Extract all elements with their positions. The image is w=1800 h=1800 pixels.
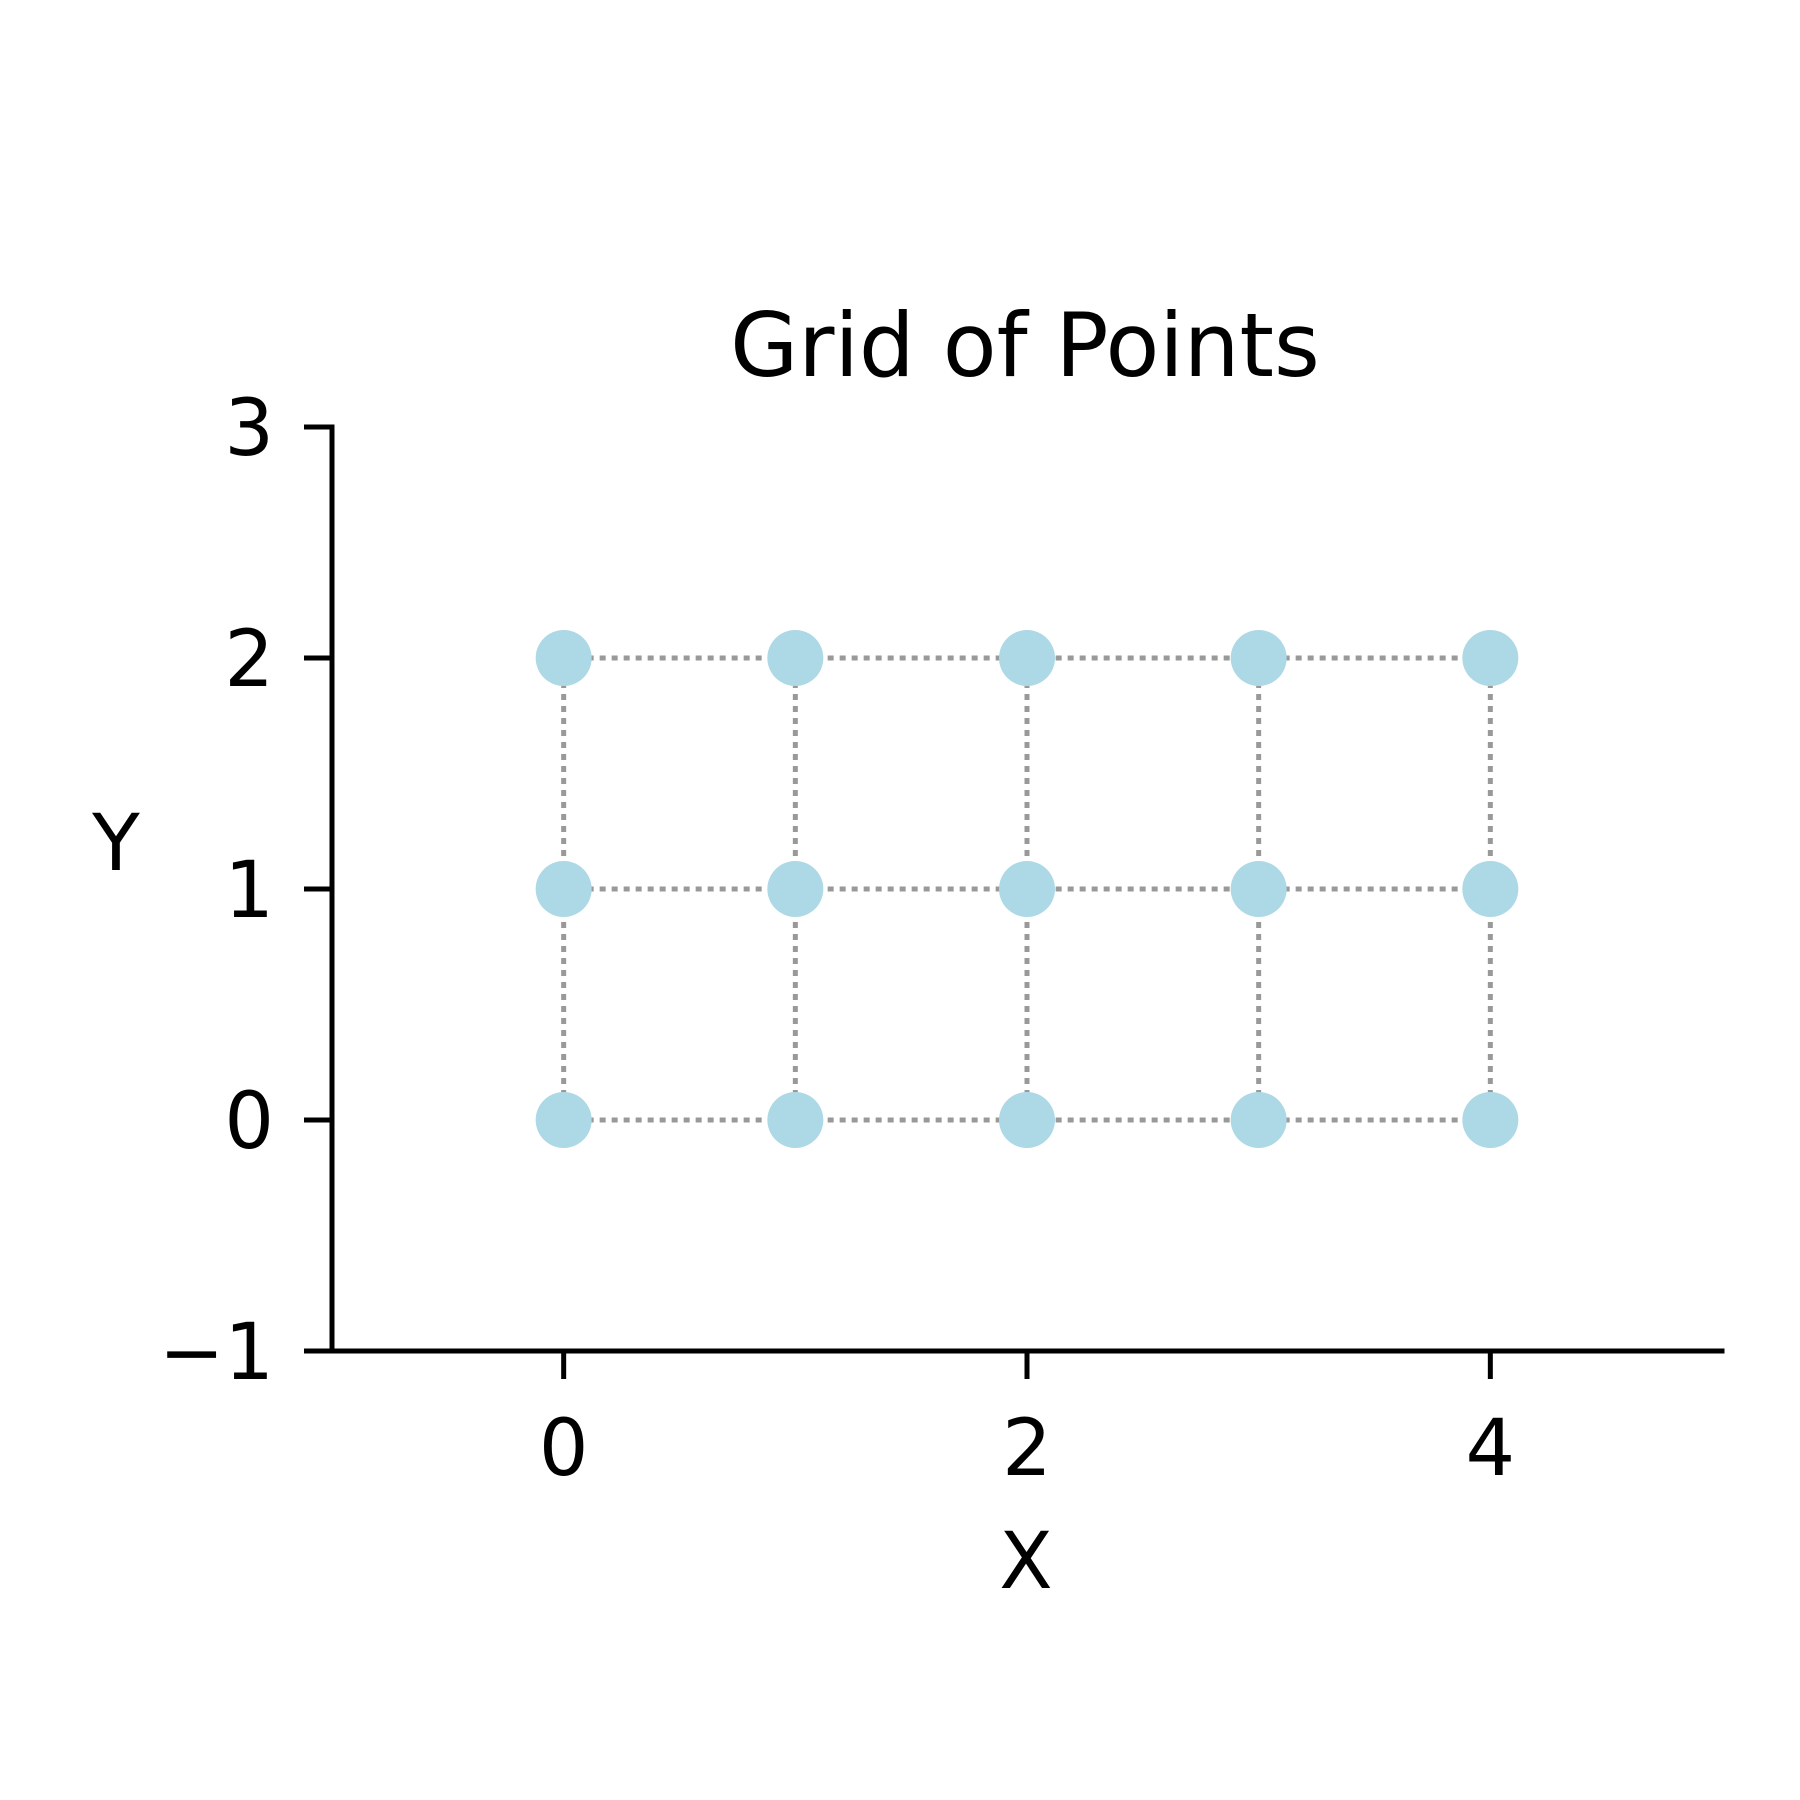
data-point: [1230, 1092, 1287, 1148]
data-point: [767, 861, 824, 917]
data-point: [535, 861, 592, 917]
data-point: [535, 630, 592, 686]
x-axis-label: X: [999, 1517, 1052, 1607]
y-axis-ticks: −1 0 1 2 3: [159, 384, 332, 1398]
y-axis-label: Y: [91, 799, 140, 889]
data-point: [999, 861, 1055, 917]
data-point: [999, 630, 1055, 686]
y-tick-label: 3: [224, 384, 274, 474]
y-tick-label: 0: [224, 1077, 274, 1167]
data-point: [999, 1092, 1055, 1148]
y-tick-label: −1: [159, 1308, 274, 1398]
data-point: [1462, 630, 1519, 686]
x-tick-label: 4: [1466, 1404, 1516, 1494]
points-layer: [535, 630, 1519, 1148]
data-point: [1462, 1092, 1519, 1148]
chart-title: Grid of Points: [730, 294, 1320, 397]
y-tick-label: 2: [224, 615, 274, 705]
data-point: [535, 1092, 592, 1148]
data-point: [1230, 861, 1287, 917]
data-point: [767, 630, 824, 686]
y-tick-label: 1: [224, 846, 274, 936]
data-point: [767, 1092, 824, 1148]
data-point: [1230, 630, 1287, 686]
data-point: [1462, 861, 1519, 917]
x-axis-ticks: 0 2 4: [539, 1351, 1515, 1494]
x-tick-label: 2: [1002, 1404, 1052, 1494]
x-tick-label: 0: [539, 1404, 589, 1494]
